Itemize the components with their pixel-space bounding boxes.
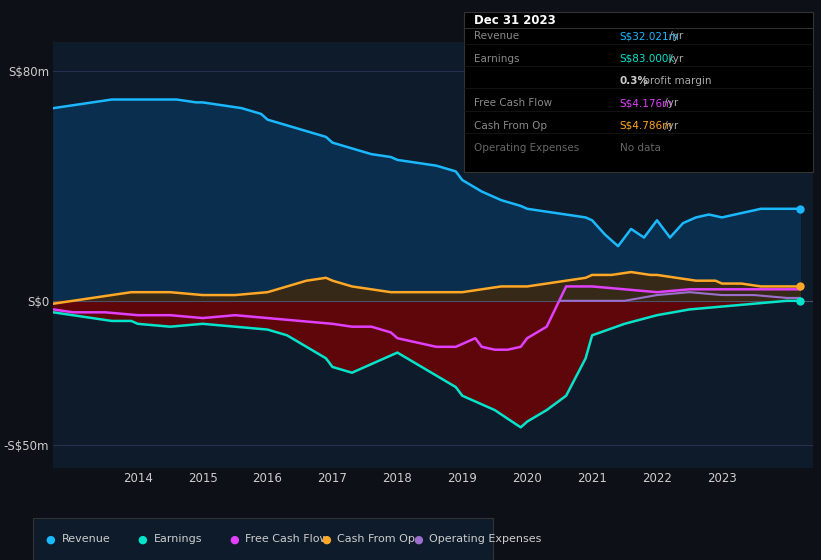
Text: Cash From Op: Cash From Op bbox=[474, 121, 547, 131]
Text: /yr: /yr bbox=[666, 54, 683, 64]
Text: Cash From Op: Cash From Op bbox=[337, 534, 415, 544]
Text: S$4.786m: S$4.786m bbox=[620, 121, 673, 131]
Text: Free Cash Flow: Free Cash Flow bbox=[474, 99, 552, 109]
Text: Earnings: Earnings bbox=[474, 54, 519, 64]
Text: S$4.176m: S$4.176m bbox=[620, 99, 673, 109]
Text: S$32.021m: S$32.021m bbox=[620, 31, 680, 41]
Text: 0.3%: 0.3% bbox=[620, 76, 649, 86]
Text: Revenue: Revenue bbox=[62, 534, 110, 544]
Text: ●: ● bbox=[45, 534, 55, 544]
Text: Earnings: Earnings bbox=[154, 534, 202, 544]
Text: ●: ● bbox=[413, 534, 423, 544]
Text: S$83.000k: S$83.000k bbox=[620, 54, 676, 64]
Text: Free Cash Flow: Free Cash Flow bbox=[245, 534, 329, 544]
Text: Dec 31 2023: Dec 31 2023 bbox=[474, 13, 556, 26]
Text: ●: ● bbox=[229, 534, 239, 544]
Text: /yr: /yr bbox=[661, 121, 678, 131]
Text: Operating Expenses: Operating Expenses bbox=[474, 143, 579, 153]
Text: Revenue: Revenue bbox=[474, 31, 519, 41]
Text: Operating Expenses: Operating Expenses bbox=[429, 534, 542, 544]
Text: ●: ● bbox=[137, 534, 147, 544]
Text: profit margin: profit margin bbox=[640, 76, 712, 86]
Text: ●: ● bbox=[321, 534, 331, 544]
Text: /yr: /yr bbox=[661, 99, 678, 109]
Text: No data: No data bbox=[620, 143, 661, 153]
Text: /yr: /yr bbox=[666, 31, 683, 41]
